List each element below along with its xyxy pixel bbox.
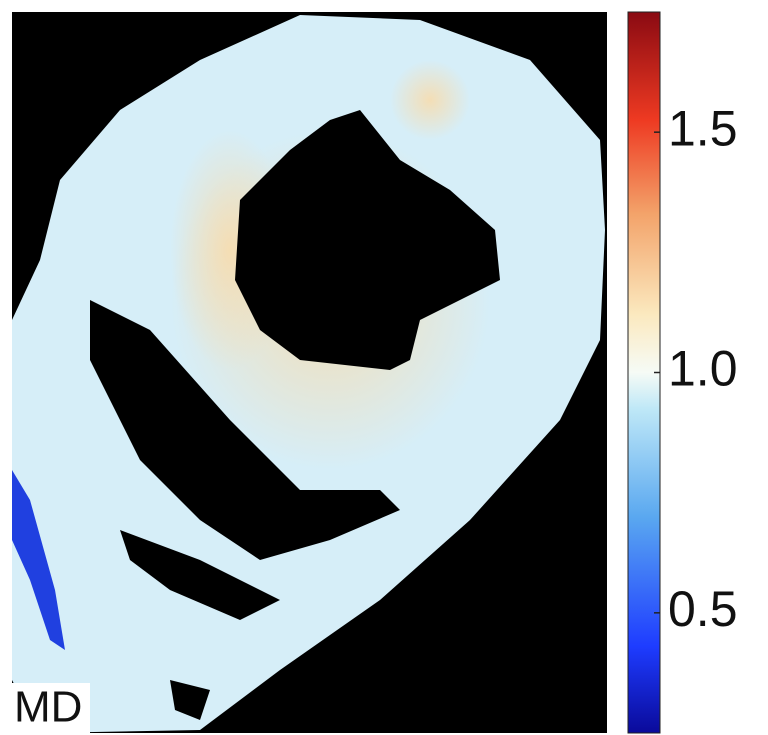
colorbar-tick-label: 0.5 (668, 581, 738, 637)
colorbar-tick-label: 1.5 (668, 100, 738, 156)
colorbar-tick-label: 1.0 (668, 341, 738, 397)
map-image: MD (12, 12, 607, 733)
map-label: MD (14, 683, 82, 732)
